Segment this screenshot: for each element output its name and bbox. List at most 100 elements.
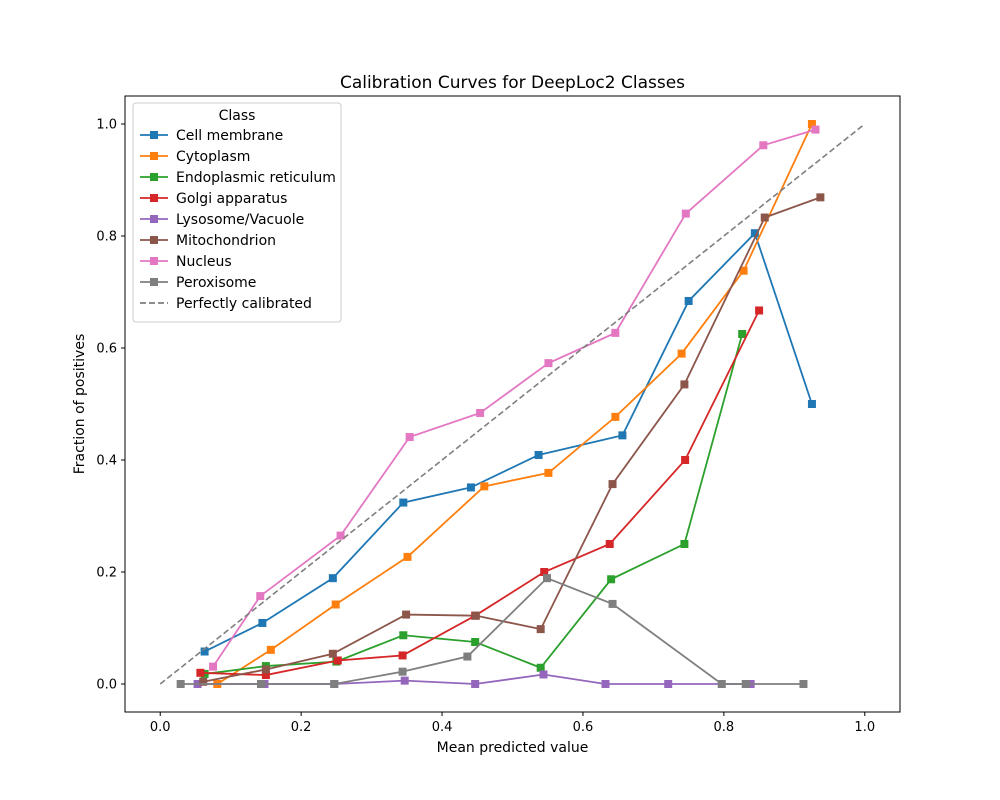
chart-title: Calibration Curves for DeepLoc2 Classes (340, 73, 685, 93)
data-point (717, 680, 726, 688)
legend-swatch-marker (150, 131, 158, 139)
data-point (608, 480, 617, 489)
data-point (256, 680, 265, 688)
data-point (200, 647, 209, 656)
x-tick-label: 0.2 (291, 720, 312, 735)
data-point (328, 574, 337, 583)
data-point (540, 568, 549, 576)
data-point (471, 680, 480, 688)
data-point (544, 359, 553, 368)
data-point (539, 670, 548, 679)
data-point (398, 667, 407, 676)
data-point (471, 611, 480, 620)
data-point (684, 296, 693, 305)
data-point (476, 408, 485, 417)
data-point (330, 680, 339, 688)
legend-label-mitochondrion: Mitochondrion (176, 233, 276, 249)
data-point (333, 656, 342, 665)
data-point (664, 680, 673, 688)
legend-label-peroxisome: Peroxisome (176, 275, 256, 291)
x-axis-title: Mean predicted value (437, 740, 589, 756)
legend-title: Class (219, 108, 256, 124)
y-axis-title: Fraction of positives (72, 334, 88, 475)
series-line-cytoplasm (216, 123, 813, 685)
x-tick-label: 0.8 (714, 720, 735, 735)
data-point (534, 450, 543, 459)
data-point (680, 540, 689, 548)
data-point (331, 600, 340, 609)
data-point (750, 229, 759, 238)
data-point (741, 680, 750, 688)
data-point (471, 638, 480, 646)
series-nucleus (209, 125, 820, 671)
legend-swatch-marker (150, 278, 158, 286)
data-point (816, 193, 825, 202)
data-point (266, 645, 275, 654)
data-point (336, 531, 345, 540)
y-tick-label: 1.0 (96, 118, 117, 133)
data-point (261, 665, 270, 674)
data-point (799, 680, 808, 688)
data-point (261, 671, 270, 680)
data-point (400, 676, 409, 685)
legend-swatch-marker (150, 152, 158, 160)
data-point (209, 662, 218, 671)
data-point (607, 575, 616, 584)
data-point (398, 651, 407, 660)
data-point (680, 380, 689, 389)
data-point (196, 668, 205, 677)
x-tick-label: 0.0 (150, 720, 171, 735)
legend-label-cytoplasm: Cytoplasm (176, 149, 250, 165)
data-point (199, 677, 208, 686)
legend-swatch-marker (150, 257, 158, 265)
y-tick-label: 0.0 (96, 678, 117, 693)
data-point (403, 552, 412, 561)
data-point (739, 266, 748, 275)
y-tick-label: 0.2 (96, 566, 117, 581)
data-point (536, 663, 545, 672)
data-point (543, 574, 552, 583)
legend-swatch-marker (150, 173, 158, 181)
data-point (402, 610, 411, 619)
y-tick-label: 0.4 (96, 454, 117, 469)
data-point (601, 680, 610, 688)
data-point (399, 631, 408, 640)
data-point (807, 400, 816, 408)
data-point (256, 592, 265, 601)
data-point (755, 306, 764, 315)
y-tick-label: 0.6 (96, 342, 117, 357)
legend-label-golgi-apparatus: Golgi apparatus (176, 191, 287, 207)
data-point (405, 433, 414, 442)
series-peroxisome (176, 574, 808, 688)
plot-area-frame (124, 95, 901, 713)
legend-label-endoplasmic-reticulum: Endoplasmic reticulum (176, 170, 336, 186)
legend-swatch-marker (150, 215, 158, 223)
legend: Class Cell membrane Cytoplasm Endoplasmic r… (132, 102, 342, 323)
legend-swatch-marker (150, 236, 158, 244)
series-line-peroxisome (180, 577, 804, 685)
data-point (544, 468, 553, 477)
data-point (611, 412, 620, 421)
data-point (681, 209, 690, 218)
data-point (463, 652, 472, 661)
data-point (480, 482, 489, 491)
data-point (760, 213, 769, 222)
data-point (466, 483, 475, 492)
data-point (681, 456, 690, 464)
data-point (176, 680, 185, 688)
series-mitochondrion (199, 193, 825, 686)
data-point (258, 618, 267, 627)
series-cell-membrane (200, 229, 816, 656)
series-perfectly-calibrated (159, 123, 866, 685)
series-line-mitochondrion (203, 196, 821, 683)
data-point (811, 125, 820, 134)
x-tick-label: 0.4 (432, 720, 453, 735)
legend-label-cell-membrane: Cell membrane (176, 128, 283, 144)
data-point (605, 540, 614, 548)
legend-label-lysosome-vacuole: Lysosome/Vacuole (176, 212, 304, 228)
x-tick-label: 1.0 (854, 720, 875, 735)
data-point (328, 649, 337, 658)
series-line-perfectly-calibrated (159, 123, 866, 685)
data-point (677, 349, 686, 358)
